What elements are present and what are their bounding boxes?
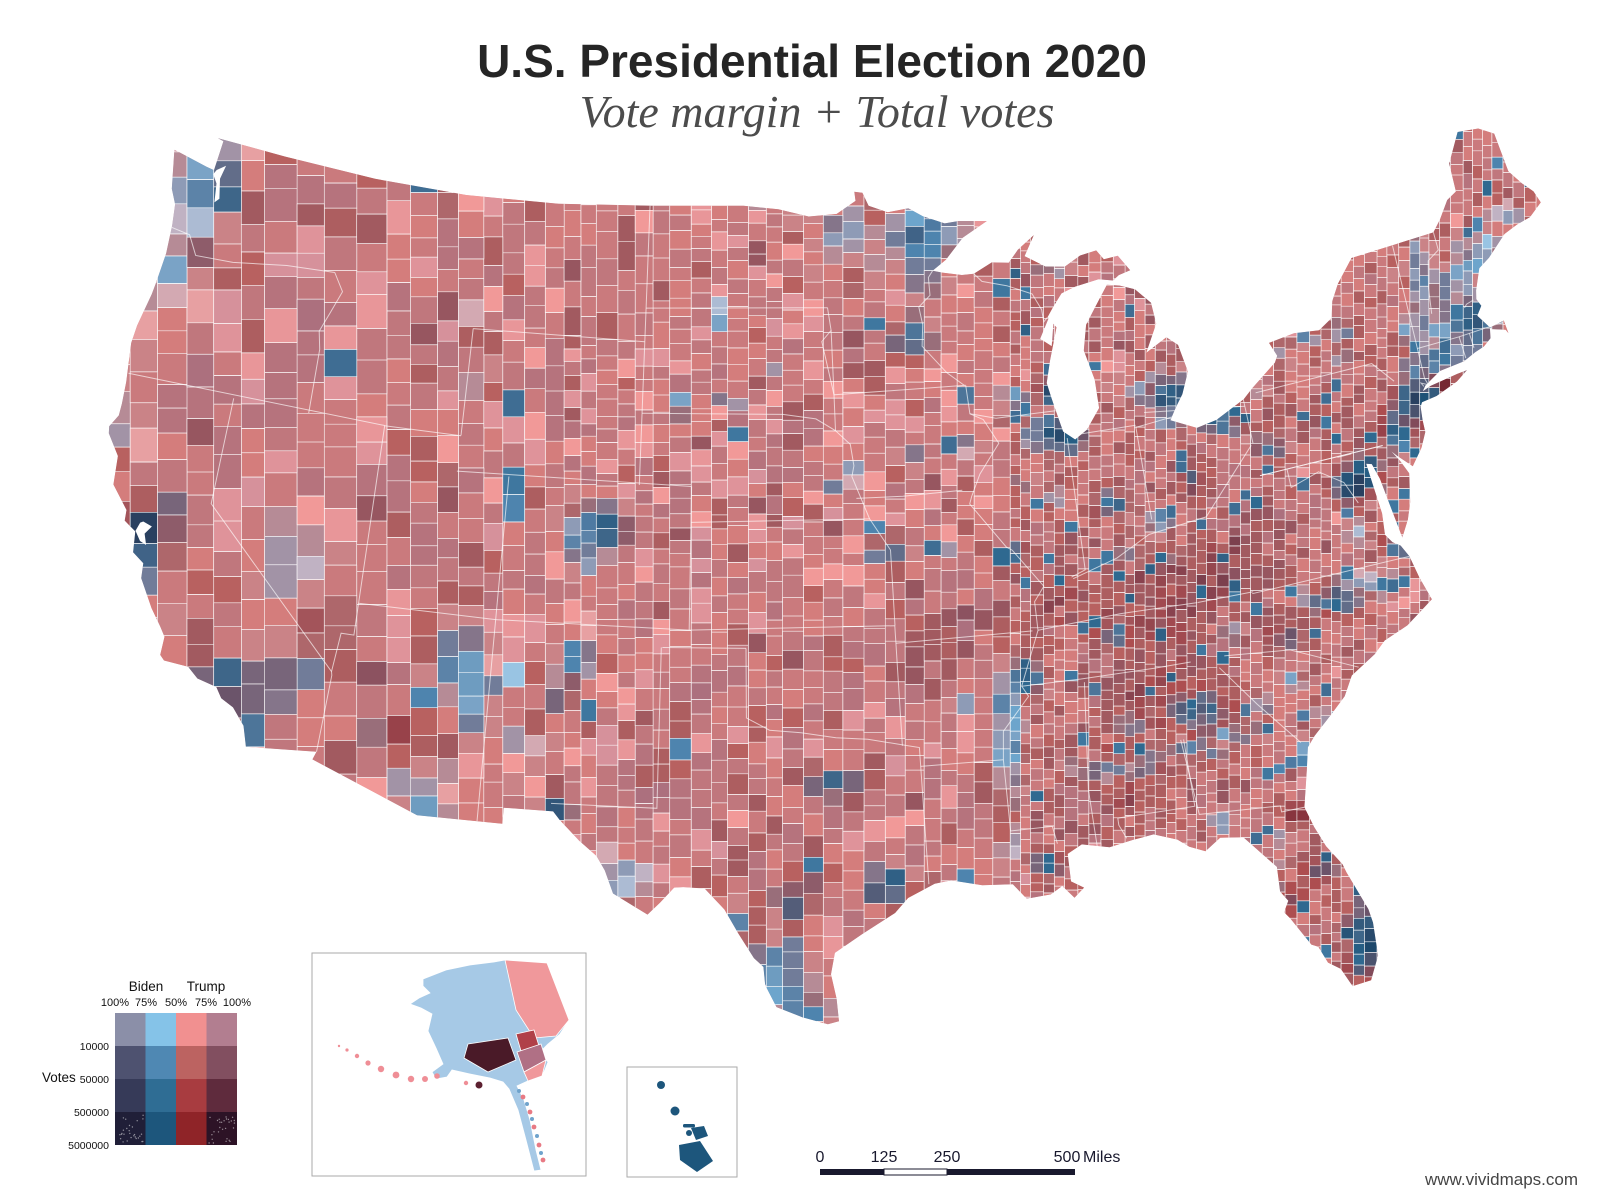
svg-text:0: 0 [816, 1149, 825, 1166]
svg-text:10000: 10000 [80, 1041, 109, 1053]
svg-text:250: 250 [934, 1149, 961, 1166]
svg-text:500000: 500000 [74, 1107, 109, 1119]
svg-text:50000: 50000 [80, 1074, 109, 1086]
svg-text:www.vividmaps.com: www.vividmaps.com [1424, 1170, 1578, 1189]
svg-text:Vote margin + Total votes: Vote margin + Total votes [580, 86, 1055, 137]
svg-text:Miles: Miles [1083, 1149, 1120, 1166]
svg-text:500: 500 [1054, 1149, 1081, 1166]
svg-text:75%: 75% [135, 997, 157, 1009]
svg-text:50%: 50% [165, 997, 187, 1009]
svg-text:100%: 100% [223, 997, 251, 1009]
svg-text:5000000: 5000000 [68, 1140, 109, 1152]
svg-text:125: 125 [871, 1149, 898, 1166]
svg-text:U.S. Presidential Election 202: U.S. Presidential Election 2020 [477, 35, 1147, 87]
svg-text:100%: 100% [101, 997, 129, 1009]
svg-text:75%: 75% [195, 997, 217, 1009]
svg-text:Biden: Biden [129, 979, 164, 994]
svg-text:Votes: Votes [42, 1070, 76, 1085]
svg-text:Trump: Trump [187, 979, 226, 994]
